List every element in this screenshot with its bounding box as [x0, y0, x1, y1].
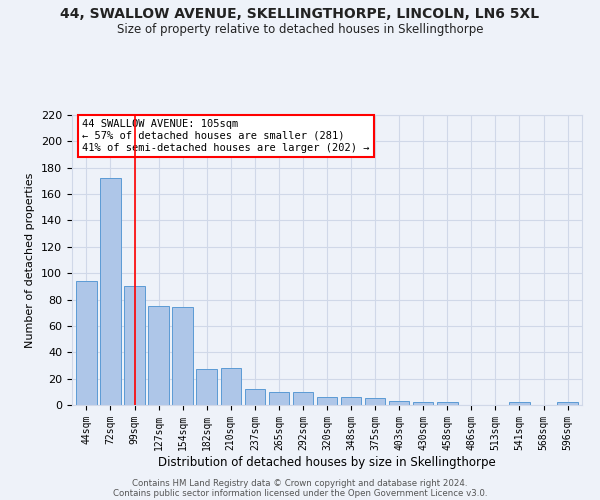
Bar: [341, 397, 361, 405]
Bar: [389, 401, 409, 405]
Text: Size of property relative to detached houses in Skellingthorpe: Size of property relative to detached ho…: [117, 22, 483, 36]
Bar: [245, 389, 265, 405]
Bar: [124, 286, 145, 405]
Y-axis label: Number of detached properties: Number of detached properties: [25, 172, 35, 348]
Bar: [557, 402, 578, 405]
Bar: [269, 392, 289, 405]
Bar: [148, 306, 169, 405]
Bar: [76, 281, 97, 405]
X-axis label: Distribution of detached houses by size in Skellingthorpe: Distribution of detached houses by size …: [158, 456, 496, 468]
Text: Contains public sector information licensed under the Open Government Licence v3: Contains public sector information licen…: [113, 488, 487, 498]
Bar: [413, 402, 433, 405]
Text: 44 SWALLOW AVENUE: 105sqm
← 57% of detached houses are smaller (281)
41% of semi: 44 SWALLOW AVENUE: 105sqm ← 57% of detac…: [82, 120, 370, 152]
Bar: [196, 370, 217, 405]
Text: Contains HM Land Registry data © Crown copyright and database right 2024.: Contains HM Land Registry data © Crown c…: [132, 478, 468, 488]
Bar: [100, 178, 121, 405]
Bar: [293, 392, 313, 405]
Bar: [437, 402, 458, 405]
Text: 44, SWALLOW AVENUE, SKELLINGTHORPE, LINCOLN, LN6 5XL: 44, SWALLOW AVENUE, SKELLINGTHORPE, LINC…: [61, 8, 539, 22]
Bar: [172, 308, 193, 405]
Bar: [221, 368, 241, 405]
Bar: [509, 402, 530, 405]
Bar: [317, 397, 337, 405]
Bar: [365, 398, 385, 405]
